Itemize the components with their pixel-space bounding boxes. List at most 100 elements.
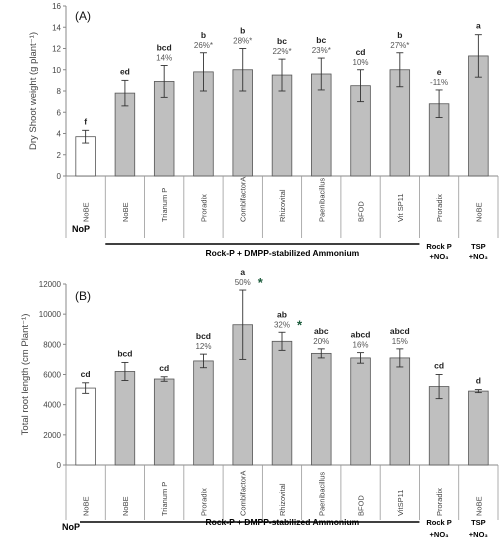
p2-percent-label: 15%: [392, 337, 408, 346]
p2-significance-letter: bcd: [196, 331, 211, 341]
p2-bar: [271, 340, 293, 466]
p1-percent-label: 28%*: [233, 37, 252, 46]
p2-significance-star: *: [258, 275, 264, 290]
p1-significance-letter: b: [240, 26, 245, 36]
p1-percent-label: 22%*: [272, 47, 291, 56]
p1-percent-label: 26%*: [194, 41, 213, 50]
p1-category-label: Proradix: [199, 194, 208, 222]
p1-percent-label: -11%: [430, 78, 448, 87]
p2-y-tick-label: 10000: [39, 310, 62, 319]
p2-y-tick-label: 4000: [43, 401, 61, 410]
p2-significance-letter: bcd: [117, 348, 132, 358]
p1-y-axis-label: Dry Shoot weight (g plant⁻¹): [28, 32, 39, 150]
p2-group-label-nop: NoP: [62, 522, 80, 532]
p2-bar: [311, 352, 332, 466]
p2-significance-letter: cd: [434, 361, 444, 371]
p1-significance-letter: cd: [356, 47, 366, 57]
p2-bar: [153, 378, 175, 466]
p2-significance-letter: abcd: [390, 326, 410, 336]
p2-significance-letter: d: [476, 376, 481, 386]
p1-group-label-nop: NoP: [72, 224, 90, 234]
p1-percent-label: 10%: [353, 58, 369, 67]
p1-panel-label: (A): [75, 9, 91, 23]
p2-bar: [75, 387, 96, 466]
p2-significance-letter: abcd: [351, 330, 371, 340]
p1-group-label-rockp-no3-line1: Rock P: [426, 242, 451, 251]
p1-group-label-tsp-no3-line2: +NO₃: [469, 252, 489, 261]
p2-bar: [114, 371, 136, 466]
p1-significance-letter: b: [397, 30, 402, 40]
p1-category-label: Vit SP11: [396, 194, 405, 223]
p1-y-tick-label: 14: [52, 23, 61, 32]
p1-significance-letter: bc: [316, 35, 326, 45]
p2-significance-letter: ab: [277, 309, 287, 319]
p2-category-label: CombifactorA: [239, 471, 248, 516]
p2-group-label-rockp-no3-line2: +NO₃: [430, 530, 450, 539]
p2-panel-label: (B): [75, 289, 91, 303]
p1-category-label: CombifactorA: [239, 177, 248, 222]
p1-y-tick-label: 16: [52, 2, 61, 11]
p1-significance-letter: ed: [120, 66, 130, 76]
p1-category-label: Proradix: [435, 194, 444, 222]
p2-significance-star: *: [297, 317, 303, 332]
p1-percent-label: 27%*: [390, 41, 409, 50]
p2-y-tick-label: 12000: [39, 280, 62, 289]
p2-category-label: Trianum P: [160, 482, 169, 516]
p1-significance-letter: e: [437, 67, 442, 77]
p1-significance-letter: bc: [277, 36, 287, 46]
p2-category-label: Rhizovital: [278, 483, 287, 516]
p1-y-tick-label: 6: [57, 108, 62, 117]
p2-category-label: NoBE: [474, 496, 483, 516]
p2-percent-label: 16%: [353, 341, 369, 350]
p2-bar: [468, 390, 489, 466]
p1-group-label-rockp-no3-line2: +NO₃: [430, 252, 450, 261]
p1-significance-letter: bcd: [157, 43, 172, 53]
p2-category-label: Proradix: [199, 488, 208, 516]
p2-group-label-rockp: Rock-P + DMPP-stabilized Ammonium: [205, 517, 359, 527]
p2-category-label: NoBE: [121, 496, 130, 516]
p1-category-label: BFOD: [357, 201, 366, 222]
p2-group-label-tsp-no3-line1: TSP: [471, 518, 486, 527]
p1-y-tick-label: 4: [57, 130, 62, 139]
p2-group-label-rockp-no3-line1: Rock P: [426, 518, 451, 527]
p2-category-label: Paenibacillus: [317, 472, 326, 516]
p2-significance-letter: cd: [81, 369, 91, 379]
p1-y-tick-label: 2: [57, 151, 62, 160]
p2-significance-letter: abc: [314, 326, 329, 336]
p2-y-tick-label: 0: [57, 461, 62, 470]
p1-y-tick-label: 8: [57, 87, 62, 96]
p2-percent-label: 50%: [235, 278, 251, 287]
p1-category-label: NoBE: [121, 202, 130, 222]
p1-category-label: NoBE: [474, 202, 483, 222]
p2-category-label: BFOD: [357, 495, 366, 516]
p1-group-label-rockp: Rock-P + DMPP-stabilized Ammonium: [205, 248, 359, 258]
p1-y-tick-label: 12: [52, 45, 61, 54]
p1-y-tick-label: 0: [57, 172, 62, 181]
p2-category-label: NoBE: [82, 496, 91, 516]
p1-category-label: Rhizovital: [278, 189, 287, 222]
p2-y-tick-label: 8000: [43, 340, 61, 349]
p2-category-label: Proradix: [435, 488, 444, 516]
p1-y-tick-label: 10: [52, 66, 61, 75]
p1-category-label: Paenibacillus: [317, 178, 326, 222]
p1-significance-letter: b: [201, 30, 206, 40]
p2-bar: [350, 357, 371, 466]
p2-bar: [389, 357, 411, 466]
p1-significance-letter: a: [476, 21, 481, 31]
p2-category-label: VitSP11: [396, 490, 405, 516]
p2-group-label-tsp-no3-line2: +NO₃: [469, 530, 489, 539]
p1-category-label: Trianum P: [160, 188, 169, 222]
p2-percent-label: 20%: [313, 337, 329, 346]
p1-percent-label: 14%: [156, 54, 172, 63]
p1-category-label: NoBE: [82, 202, 91, 222]
p1-percent-label: 23%*: [312, 46, 331, 55]
p2-significance-letter: a: [240, 267, 245, 277]
p1-significance-letter: f: [84, 116, 87, 126]
p2-y-tick-label: 2000: [43, 431, 61, 440]
p2-percent-label: 12%: [195, 342, 211, 351]
p2-percent-label: 32%: [274, 320, 290, 329]
p2-significance-letter: cd: [159, 363, 169, 373]
p1-group-label-tsp-no3-line1: TSP: [471, 242, 486, 251]
